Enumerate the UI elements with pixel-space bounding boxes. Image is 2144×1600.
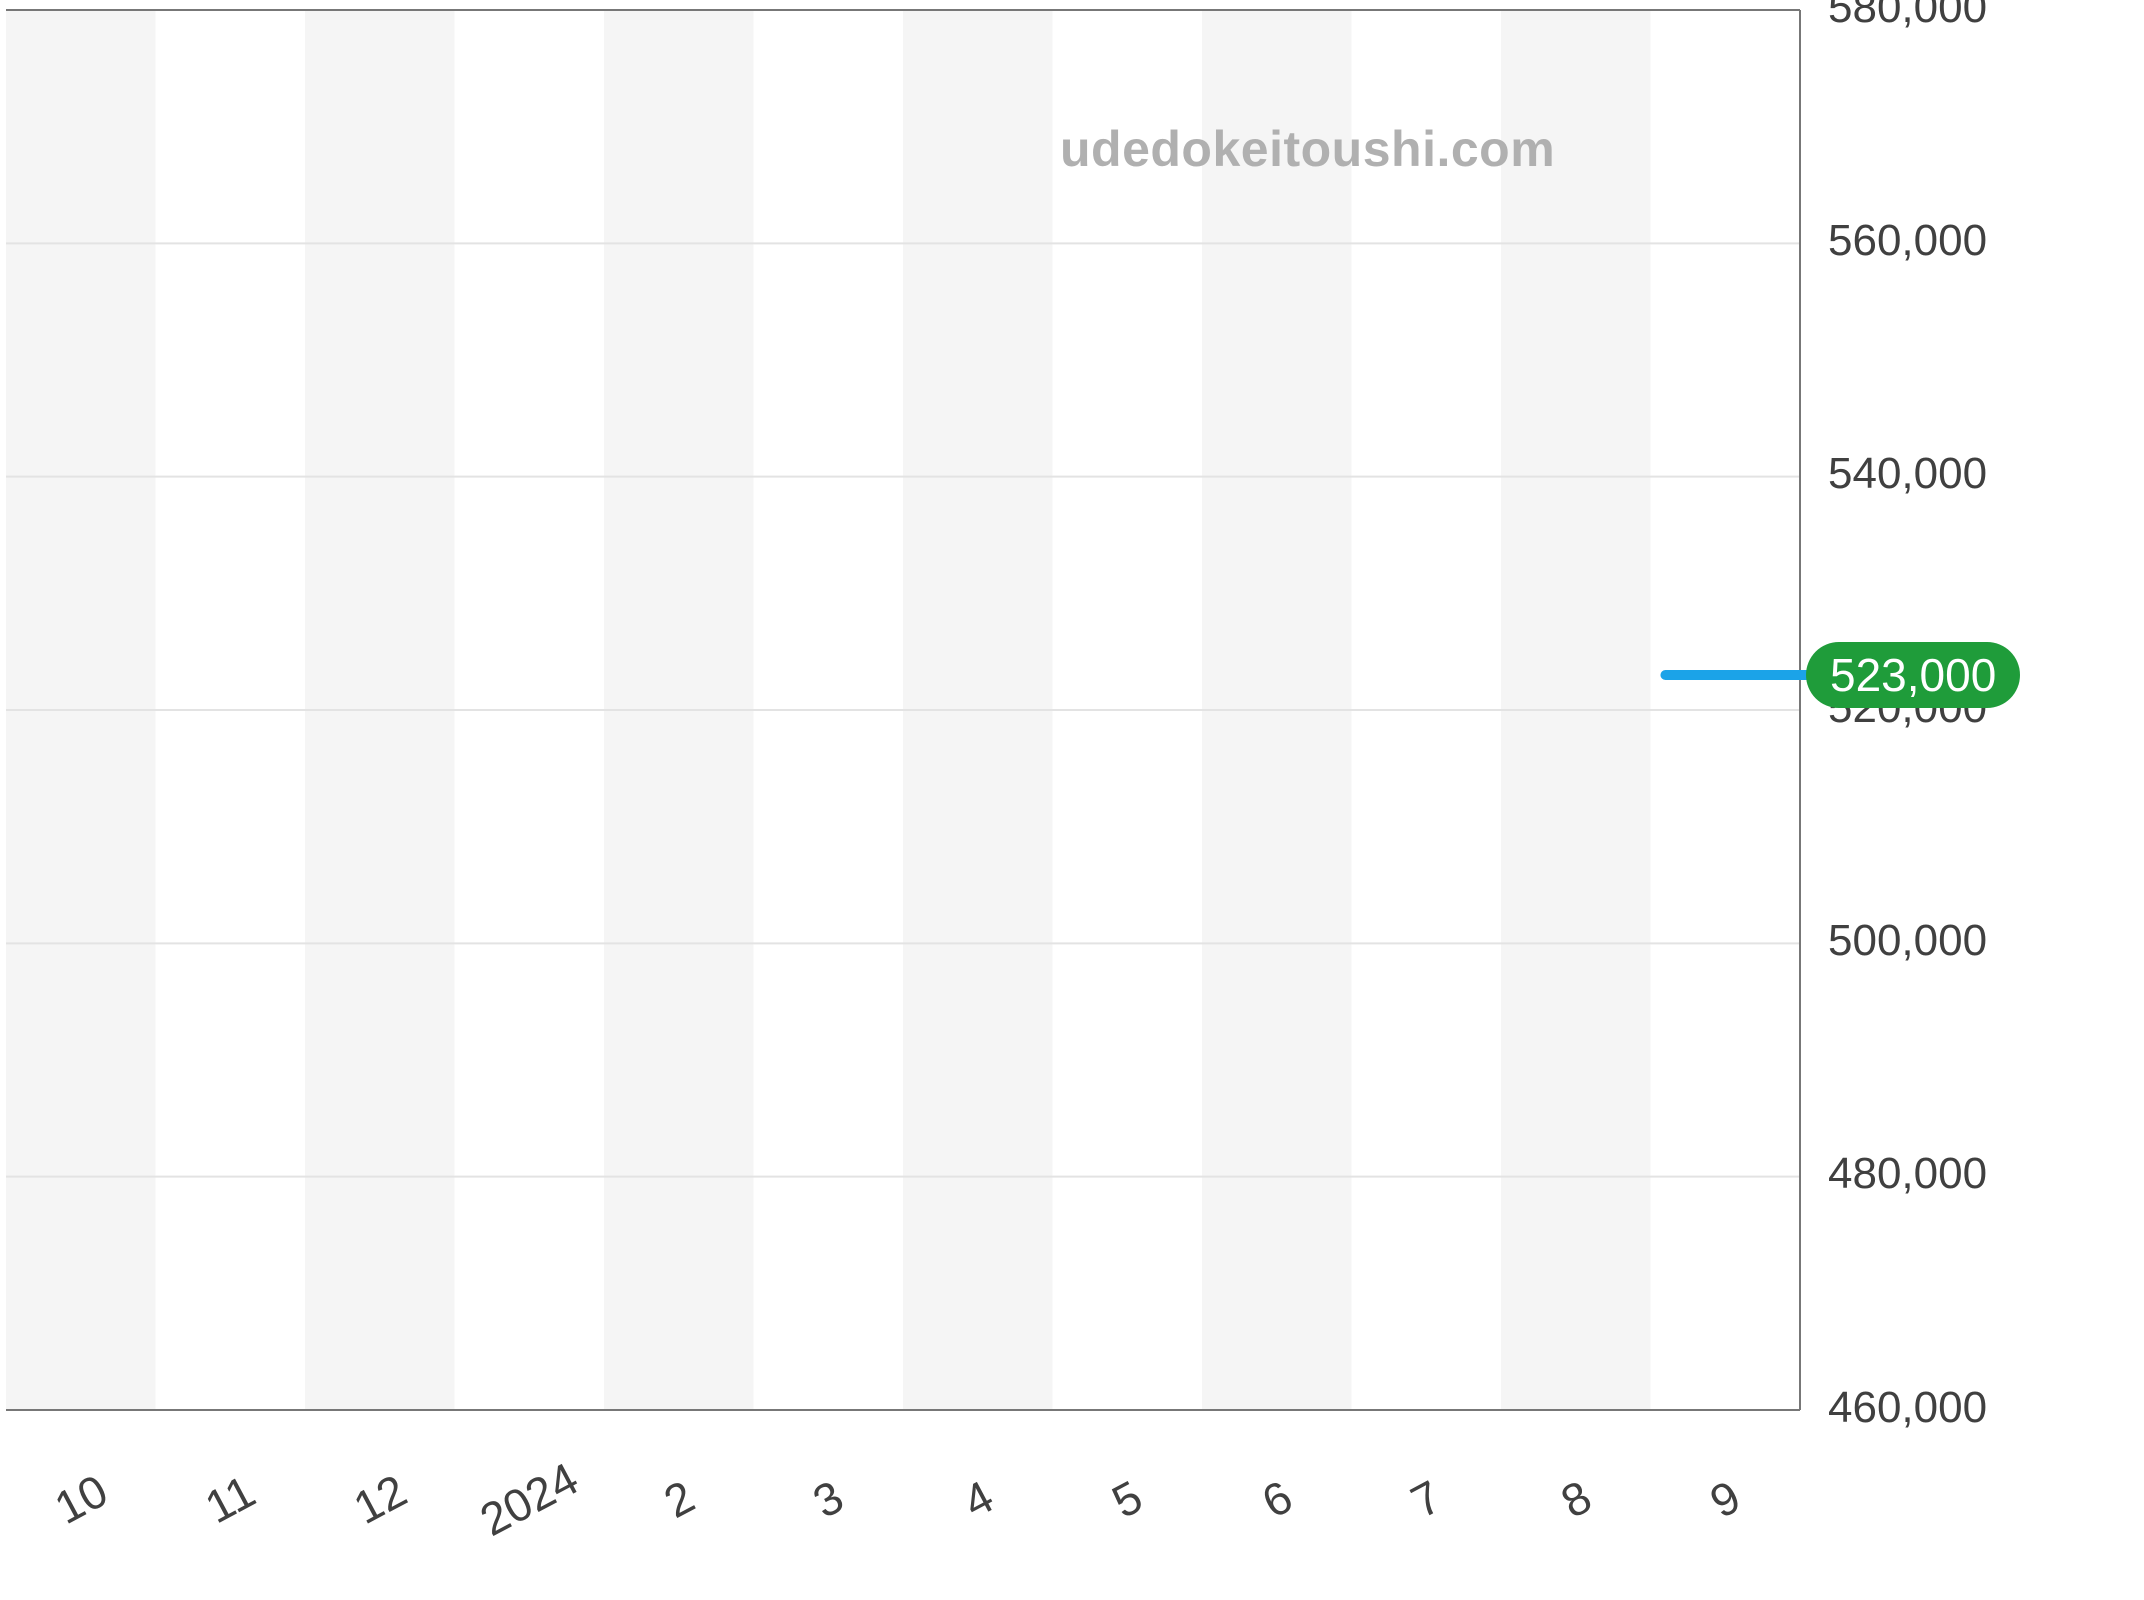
- chart-svg: [0, 0, 2144, 1600]
- y-axis-tick-label: 480,000: [1828, 1149, 1987, 1199]
- y-axis-tick-label: 460,000: [1828, 1383, 1987, 1433]
- current-value-badge: 523,000: [1806, 642, 2020, 708]
- y-axis-tick-label: 580,000: [1828, 0, 1987, 33]
- y-axis-tick-label: 500,000: [1828, 916, 1987, 966]
- y-axis-tick-label: 540,000: [1828, 449, 1987, 499]
- price-chart: 460,000480,000500,000520,000540,000560,0…: [0, 0, 2144, 1600]
- watermark-text: udedokeitoushi.com: [1060, 120, 1555, 178]
- y-axis-tick-label: 560,000: [1828, 216, 1987, 266]
